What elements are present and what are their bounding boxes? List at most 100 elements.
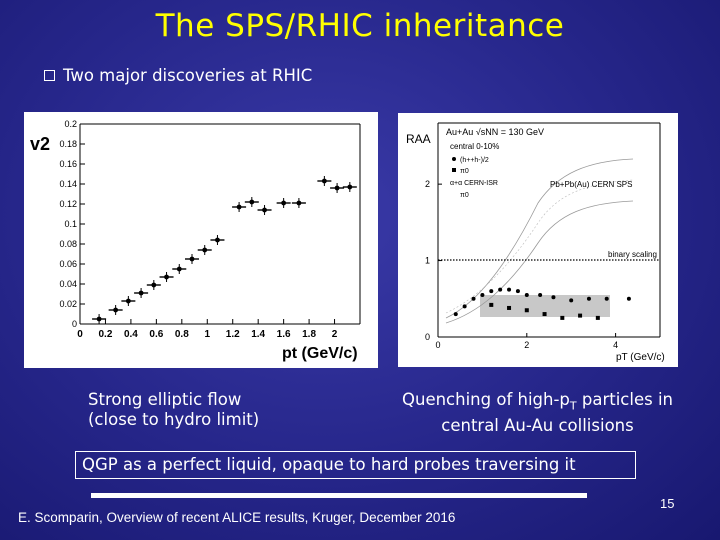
checkbox-bullet-icon (44, 70, 55, 81)
caption-left-line1: Strong elliptic flow (88, 390, 242, 409)
data-point-pi0 (507, 305, 512, 310)
data-point (347, 184, 353, 190)
data-point (249, 199, 255, 205)
bullet-item: Two major discoveries at RHIC (44, 66, 312, 85)
y-tick-label: 2 (425, 179, 430, 189)
footer-divider (91, 493, 587, 498)
annotation-binary: binary scaling (608, 250, 657, 259)
x-tick-label: 0.4 (124, 329, 138, 340)
x-tick-label: 0 (435, 340, 440, 350)
data-point-charged (551, 295, 556, 300)
x-tick-label: 1 (204, 329, 210, 340)
data-point-charged (524, 292, 529, 297)
elliptic-flow-chart: 0 0.2 0.4 0.6 0.8 1 1.2 1.4 1.6 1.8 2 0 0.02 0.04 0.06… (24, 112, 378, 368)
data-point-charged (604, 296, 609, 301)
data-point-charged (453, 312, 458, 317)
data-point (262, 207, 267, 213)
x-tick-label: 0.8 (175, 329, 189, 340)
data-point (189, 256, 195, 262)
data-point (296, 200, 302, 206)
x-axis-label: pt (GeV/c) (282, 345, 358, 362)
x-tick-label: 2 (524, 340, 529, 350)
legend-marker-pi0 (452, 168, 456, 172)
caption-left-line2: (close to hydro limit) (88, 410, 260, 429)
y-tick-label: 1 (425, 256, 430, 266)
data-point (236, 204, 242, 210)
caption-right-line1: Quenching of high-pT particles in (402, 390, 673, 416)
caption-right-line2: central Au-Au collisions (441, 416, 634, 436)
caption-elliptic-flow: Strong elliptic flow (close to hydro lim… (88, 390, 259, 430)
x-tick-label: 1.4 (251, 329, 265, 340)
data-point (215, 237, 220, 243)
y-tick-label: 0.18 (59, 139, 77, 149)
y-tick-label: 0.16 (59, 159, 77, 169)
data-point (138, 290, 144, 296)
x-axis-label: pT (GeV/c) (616, 352, 665, 363)
y-axis-label: v2 (30, 134, 50, 154)
y-tick-label: 0.06 (59, 259, 77, 269)
caption-quenching: Quenching of high-pT particles in centra… (402, 390, 673, 436)
data-point-charged (586, 296, 591, 301)
data-point-charged (480, 292, 485, 297)
data-point (281, 200, 287, 206)
x-tick-label: 1.2 (226, 329, 240, 340)
y-tick-label: 0.02 (59, 299, 77, 309)
data-point-pi0 (595, 315, 600, 320)
legend-charged: (h++h-)/2 (460, 157, 489, 164)
data-point (334, 185, 340, 191)
data-point-pi0 (560, 315, 565, 320)
page-number: 15 (660, 496, 675, 511)
data-point-charged (569, 298, 574, 303)
caption-right-pre: Quenching of high-p (402, 390, 570, 409)
data-point-charged (471, 296, 476, 301)
raa-chart: 0 2 4 0 1 2 RAA pT (GeV/c) Au+Au √sNN = 130 G… (398, 113, 678, 367)
data-point-charged (498, 287, 503, 292)
y-tick-label: 0.08 (59, 239, 77, 249)
legend-isr: α+α CERN-ISR (450, 180, 498, 187)
raa-plot: 0 2 4 0 1 2 RAA pT (GeV/c) Au+Au √sNN = 130 G… (398, 113, 678, 367)
data-point-charged (507, 287, 512, 292)
data-point-charged (462, 304, 467, 309)
y-tick-label: 0.04 (59, 279, 77, 289)
slide-title: The SPS/RHIC inheritance (155, 8, 565, 44)
data-point (176, 266, 182, 272)
x-tick-label: 0.6 (149, 329, 163, 340)
legend-pi0: π0 (460, 168, 469, 175)
x-tick-label: 0 (77, 329, 83, 340)
y-tick-label: 0 (425, 332, 430, 342)
x-tick-label: 4 (613, 340, 618, 350)
footer-text: E. Scomparin, Overview of recent ALICE r… (18, 510, 456, 525)
data-point-pi0 (489, 302, 494, 307)
systematic-band (480, 295, 610, 317)
data-point (96, 316, 102, 322)
sps-curve-mid (445, 179, 634, 314)
x-tick-label: 1.8 (302, 329, 316, 340)
data-point-pi0 (524, 308, 529, 313)
data-point (125, 298, 131, 304)
data-point-charged (538, 292, 543, 297)
y-tick-label: 0.12 (59, 199, 77, 209)
legend-title: Au+Au √sNN = 130 GeV (446, 127, 544, 137)
data-point (164, 274, 169, 280)
caption-right-post: particles in (576, 390, 673, 409)
elliptic-flow-plot: 0 0.2 0.4 0.6 0.8 1 1.2 1.4 1.6 1.8 2 0 0.02 0.04 0.06… (24, 112, 378, 368)
y-tick-label: 0.1 (64, 219, 77, 229)
legend-isr-pi0: π0 (460, 192, 469, 199)
sps-curve-lower (445, 200, 634, 324)
data-point-pi0 (578, 313, 583, 318)
data-point-charged (515, 289, 520, 294)
conclusion-box: QGP as a perfect liquid, opaque to hard … (75, 451, 636, 479)
y-axis-label: RAA (406, 132, 431, 146)
data-point (113, 307, 119, 313)
data-point (202, 247, 208, 253)
legend-centrality: central 0-10% (450, 142, 499, 151)
data-point (321, 178, 327, 184)
data-point-pi0 (542, 312, 547, 317)
y-tick-label: 0.14 (59, 179, 77, 189)
x-tick-label: 2 (332, 329, 338, 340)
caption-right-sub: T (569, 399, 577, 413)
annotation-sps: Pb+Pb(Au) CERN SPS (550, 180, 632, 189)
y-tick-label: 0 (72, 319, 77, 329)
bullet-text: Two major discoveries at RHIC (63, 66, 313, 85)
x-tick-label: 1.6 (277, 329, 291, 340)
